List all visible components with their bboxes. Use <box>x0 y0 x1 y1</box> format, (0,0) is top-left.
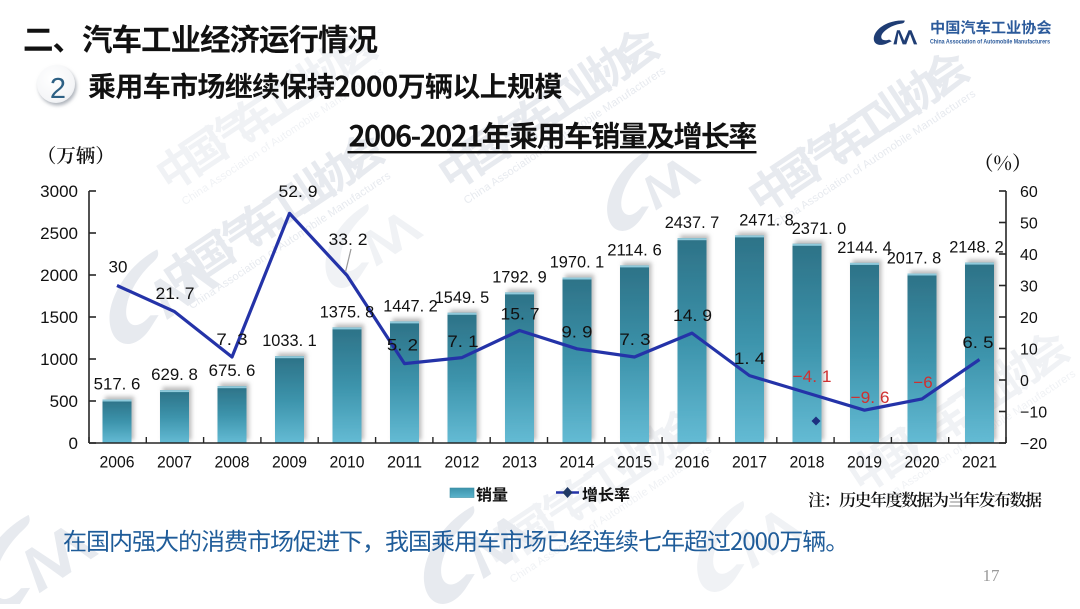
svg-text:2019: 2019 <box>847 454 882 472</box>
svg-text:2013: 2013 <box>502 454 537 472</box>
svg-text:10: 10 <box>1020 342 1038 359</box>
svg-text:2006: 2006 <box>100 454 135 472</box>
svg-text:2016: 2016 <box>675 454 710 472</box>
svg-text:−9. 6: −9. 6 <box>851 388 890 407</box>
svg-text:2007: 2007 <box>157 454 192 472</box>
svg-text:50: 50 <box>1020 216 1038 233</box>
svg-text:1500: 1500 <box>40 308 78 327</box>
svg-text:517. 6: 517. 6 <box>94 375 141 394</box>
svg-text:5. 2: 5. 2 <box>387 336 418 355</box>
svg-text:30: 30 <box>1020 279 1038 296</box>
svg-text:2500: 2500 <box>40 224 78 243</box>
svg-text:1970. 1: 1970. 1 <box>550 253 605 272</box>
svg-text:9. 9: 9. 9 <box>561 323 592 342</box>
svg-text:60: 60 <box>1020 184 1038 201</box>
svg-text:629. 8: 629. 8 <box>151 365 198 384</box>
svg-text:2114. 6: 2114. 6 <box>607 240 662 259</box>
svg-text:2148. 2: 2148. 2 <box>949 238 1004 257</box>
svg-text:1033. 1: 1033. 1 <box>262 331 317 350</box>
svg-text:−20: −20 <box>1020 436 1047 453</box>
svg-text:1000: 1000 <box>40 350 78 369</box>
svg-text:2371. 0: 2371. 0 <box>792 219 847 238</box>
svg-text:1549. 5: 1549. 5 <box>435 288 490 307</box>
svg-text:2471. 8: 2471. 8 <box>739 210 794 229</box>
svg-text:2015: 2015 <box>617 454 652 472</box>
svg-text:7. 3: 7. 3 <box>216 330 247 349</box>
svg-text:15. 7: 15. 7 <box>501 305 540 324</box>
svg-text:17: 17 <box>983 566 1001 585</box>
svg-text:1447. 2: 1447. 2 <box>383 296 438 315</box>
svg-text:14. 9: 14. 9 <box>673 306 712 325</box>
svg-text:1792. 9: 1792. 9 <box>492 267 547 286</box>
svg-text:7. 3: 7. 3 <box>619 330 650 349</box>
svg-text:2010: 2010 <box>330 454 365 472</box>
svg-text:−4. 1: −4. 1 <box>793 367 832 386</box>
svg-text:30: 30 <box>109 258 128 277</box>
svg-text:2014: 2014 <box>560 454 595 472</box>
svg-text:2144. 4: 2144. 4 <box>837 238 892 257</box>
svg-text:0: 0 <box>1020 373 1029 390</box>
svg-text:7. 1: 7. 1 <box>447 332 478 351</box>
svg-text:2008: 2008 <box>215 454 250 472</box>
svg-text:2000: 2000 <box>40 266 78 285</box>
svg-text:33. 2: 33. 2 <box>329 230 368 249</box>
svg-text:1375. 8: 1375. 8 <box>320 302 375 321</box>
svg-text:21. 7: 21. 7 <box>156 284 195 303</box>
svg-text:52. 9: 52. 9 <box>279 182 318 201</box>
svg-text:3000: 3000 <box>40 182 78 201</box>
svg-text:2020: 2020 <box>905 454 940 472</box>
svg-text:1. 4: 1. 4 <box>734 349 765 368</box>
svg-text:2437. 7: 2437. 7 <box>665 213 720 232</box>
svg-text:675. 6: 675. 6 <box>209 361 256 380</box>
svg-text:20: 20 <box>1020 310 1038 327</box>
svg-text:2021: 2021 <box>962 454 997 472</box>
svg-text:40: 40 <box>1020 247 1038 264</box>
svg-text:−10: −10 <box>1020 405 1047 422</box>
svg-text:China Association of Automobil: China Association of Automobile Manufact… <box>930 39 1050 46</box>
svg-text:−6: −6 <box>913 373 932 392</box>
svg-text:500: 500 <box>50 392 78 411</box>
svg-text:2011: 2011 <box>387 454 422 472</box>
svg-text:2017: 2017 <box>732 454 767 472</box>
svg-text:2017. 8: 2017. 8 <box>887 249 942 268</box>
svg-text:2: 2 <box>50 73 66 105</box>
svg-text:2018: 2018 <box>790 454 825 472</box>
svg-text:6. 5: 6. 5 <box>962 333 993 352</box>
svg-text:0: 0 <box>69 434 78 453</box>
svg-text:2009: 2009 <box>272 454 307 472</box>
svg-text:2012: 2012 <box>445 454 480 472</box>
